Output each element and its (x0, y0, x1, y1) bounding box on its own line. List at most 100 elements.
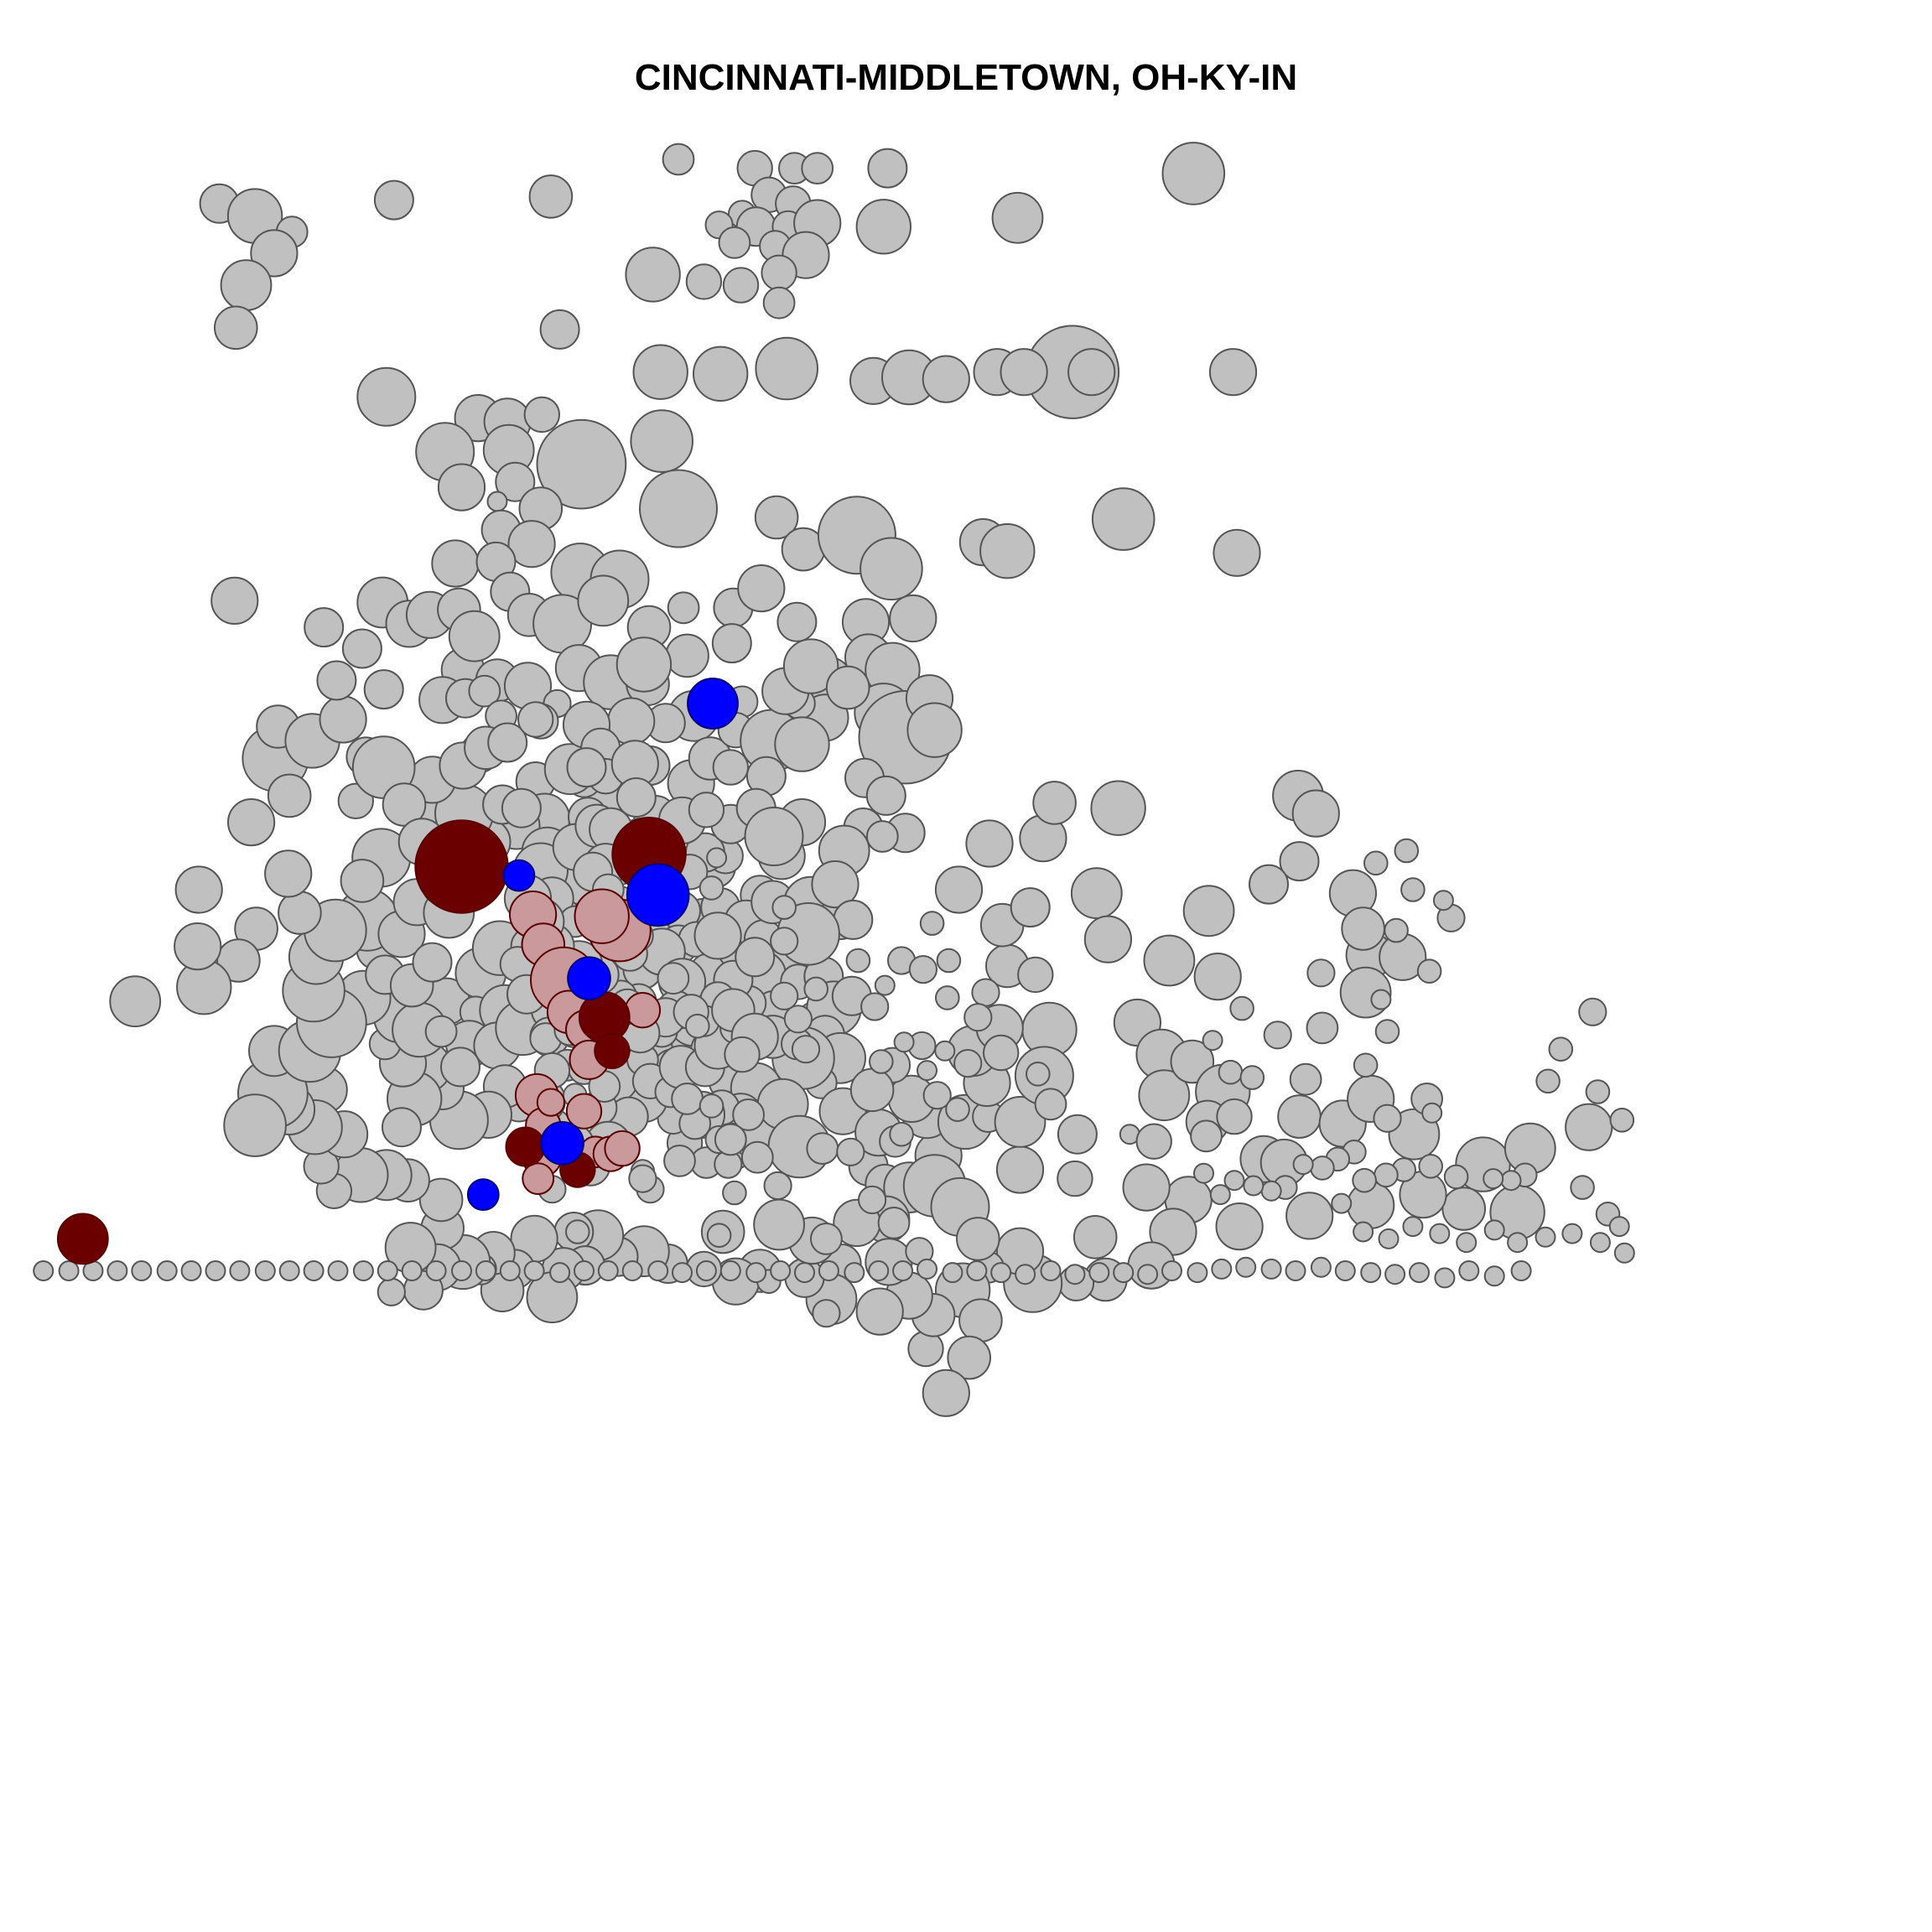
bubble-neutral (220, 259, 273, 312)
bubble-neutral (665, 633, 709, 678)
bubble-neutral (818, 1260, 839, 1281)
bubble-neutral (1279, 841, 1320, 882)
bubble-neutral (468, 674, 501, 708)
bubble-neutral (1353, 1052, 1379, 1078)
bubble-neutral (791, 1035, 821, 1064)
bubble-neutral (352, 1260, 374, 1281)
bubble-neutral (1072, 1215, 1118, 1259)
bubble-neutral (549, 1262, 571, 1284)
bubble-neutral (917, 1258, 937, 1280)
bubble-neutral (953, 1049, 983, 1078)
bubble-neutral (935, 985, 960, 1010)
bubble-neutral (229, 1260, 251, 1281)
bubble-neutral (1235, 1256, 1257, 1278)
bubble-neutral (1122, 1163, 1171, 1212)
bubble-neutral (1429, 1223, 1451, 1244)
bubble-neutral (1032, 781, 1077, 825)
bubble-neutral (382, 1107, 422, 1148)
bubble-neutral (865, 820, 899, 853)
bubble-neutral (732, 1098, 765, 1131)
bubble-neutral (724, 1036, 761, 1073)
bubble-neutral (341, 628, 382, 669)
bubble-neutral (58, 1260, 80, 1281)
bubble-neutral (695, 1260, 717, 1281)
bubble-neutral (630, 409, 694, 473)
bubble-neutral (264, 849, 313, 898)
bubble-light_red (574, 888, 630, 944)
bubble-neutral (1064, 1264, 1086, 1285)
bubble-neutral (1083, 915, 1133, 963)
bubble-neutral (1090, 780, 1146, 836)
bubble-neutral (1421, 1102, 1443, 1124)
bubble-neutral (431, 539, 480, 588)
bubble-neutral (801, 152, 834, 185)
bubble-neutral (995, 1145, 1045, 1194)
bubble-neutral (1218, 1059, 1244, 1085)
bubble-neutral (945, 1097, 970, 1122)
bubble-neutral (1223, 1170, 1245, 1192)
bubble-neutral (418, 1177, 464, 1223)
bubble-neutral (213, 305, 258, 351)
bubble-neutral (597, 1260, 619, 1281)
bubble-blue (540, 1121, 584, 1166)
bubble-neutral (1000, 348, 1048, 397)
bubble-dark_red (594, 1032, 631, 1070)
bubble-neutral (693, 345, 749, 402)
bubble-neutral (1561, 1223, 1583, 1244)
bubble-neutral (278, 1260, 300, 1281)
bubble-neutral (440, 1046, 480, 1088)
bubble-blue (567, 956, 611, 1000)
bubble-neutral (1432, 890, 1454, 911)
bubble-neutral (934, 1040, 956, 1062)
bubble-neutral (688, 792, 725, 828)
bubble-neutral (812, 1299, 841, 1328)
bubble-neutral (1067, 348, 1116, 397)
bubble-neutral (699, 1093, 724, 1119)
bubble-neutral (1507, 1232, 1529, 1254)
bubble-neutral (1070, 867, 1123, 920)
bubble-neutral (615, 777, 657, 818)
bubble-neutral (382, 782, 427, 827)
bubble-neutral (131, 1260, 153, 1281)
bubble-neutral (934, 865, 984, 914)
bubble-neutral (448, 610, 501, 662)
bubble-neutral (849, 1067, 895, 1113)
bubble-neutral (1613, 1242, 1635, 1264)
bubble-neutral (745, 1262, 767, 1284)
bubble-neutral (1260, 1180, 1282, 1202)
bubble-neutral (437, 463, 486, 512)
bubble-neutral (811, 860, 860, 909)
bubble-neutral (662, 143, 695, 176)
bubble-neutral (1209, 1184, 1231, 1206)
bubble-neutral (1306, 958, 1336, 988)
bubble-neutral (1441, 1187, 1486, 1231)
bubble-neutral (1135, 1123, 1172, 1160)
bubble-neutral (965, 819, 1014, 868)
bubble-neutral (1373, 1104, 1402, 1133)
bubble-neutral (855, 199, 912, 255)
bubble-group (33, 142, 1635, 1417)
bubble-neutral (762, 286, 796, 319)
bubble-neutral (628, 1164, 657, 1193)
bubble-neutral (1015, 1264, 1036, 1285)
bubble-neutral (1402, 1216, 1424, 1238)
bubble-neutral (156, 1260, 178, 1281)
bubble-neutral (771, 895, 797, 920)
bubble-neutral (1400, 877, 1426, 902)
bubble-neutral (424, 1015, 458, 1048)
bubble-neutral (501, 787, 542, 828)
bubble-neutral (991, 191, 1044, 244)
bubble-neutral (983, 1034, 1020, 1072)
bubble-neutral (180, 1260, 202, 1281)
bubble-neutral (663, 1145, 696, 1177)
bubble-neutral (685, 1013, 710, 1039)
bubble-neutral (908, 955, 938, 984)
bubble-neutral (1243, 1175, 1265, 1197)
bubble-neutral (1088, 1262, 1110, 1284)
bubble-neutral (774, 716, 830, 772)
bubble-neutral (303, 1260, 325, 1281)
bubble-neutral (621, 1260, 643, 1281)
bubble-neutral (770, 927, 799, 956)
bubble-neutral (1458, 1260, 1480, 1281)
bubble-neutral (1341, 906, 1385, 951)
